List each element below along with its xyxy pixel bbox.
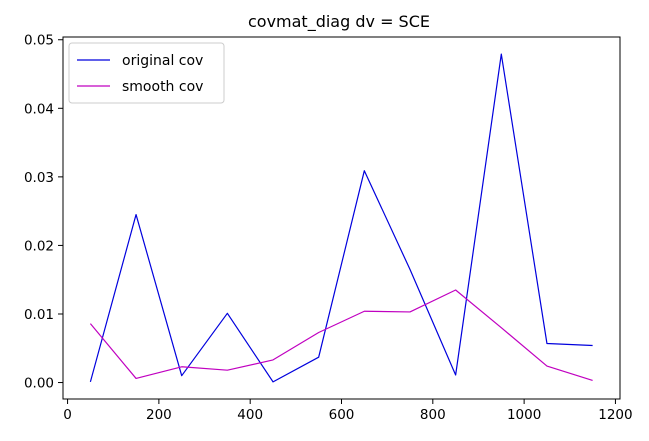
y-tick-label: 0.03 [24, 170, 54, 186]
x-tick-label: 800 [420, 407, 446, 423]
x-tick-label: 0 [63, 407, 72, 423]
x-axis-ticks: 0 200 400 600 800 1000 1200 [63, 399, 633, 423]
y-tick-label: 0.02 [24, 238, 54, 254]
legend-box [68, 42, 225, 104]
y-axis-ticks: 0.00 0.01 0.02 0.03 0.04 0.05 [24, 33, 63, 392]
series-lines [89, 53, 593, 383]
x-tick-label: 200 [146, 407, 172, 423]
chart-title: covmat_diag dv = SCE [248, 12, 430, 32]
y-tick-label: 0.05 [24, 33, 54, 49]
x-tick-label: 400 [237, 407, 263, 423]
series-line-original-cov [89, 53, 593, 383]
series-line-smooth-cov [89, 289, 593, 382]
legend-label: smooth cov [122, 79, 203, 95]
y-tick-label: 0.04 [24, 101, 54, 117]
x-tick-label: 1200 [598, 407, 632, 423]
x-tick-label: 600 [329, 407, 355, 423]
x-tick-label: 1000 [507, 407, 541, 423]
legend: original cov smooth cov [68, 42, 225, 104]
y-tick-label: 0.01 [24, 307, 54, 323]
legend-label: original cov [122, 53, 203, 69]
y-tick-label: 0.00 [24, 376, 54, 392]
